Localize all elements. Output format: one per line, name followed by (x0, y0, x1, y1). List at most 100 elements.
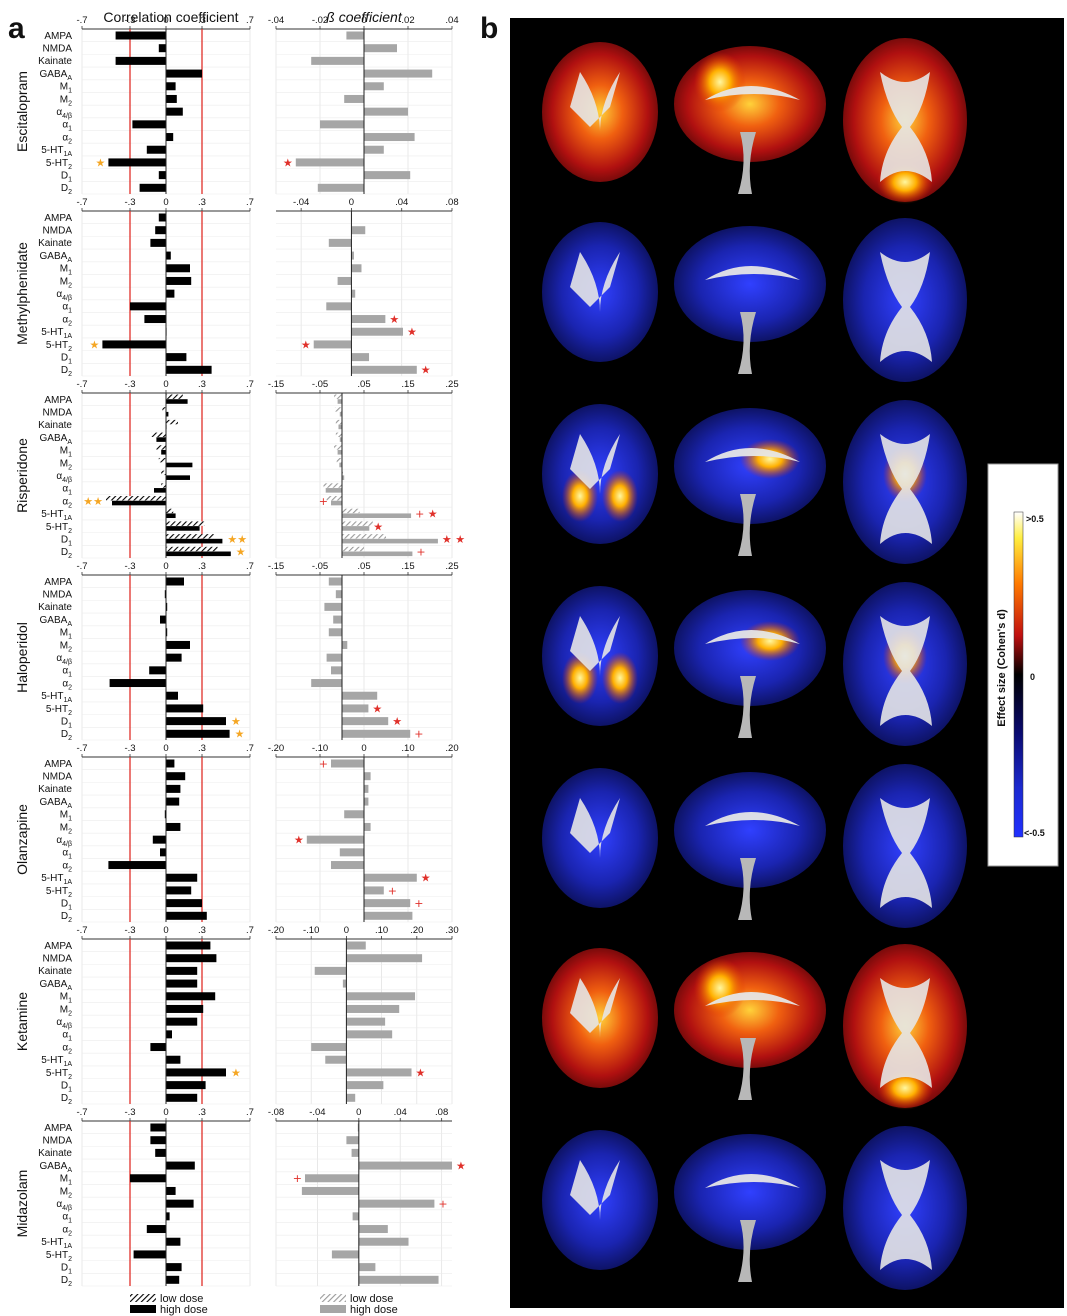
beta-bar-high (351, 289, 356, 298)
corr-tick-label: -.7 (76, 1107, 87, 1118)
beta-bar-high (358, 1263, 376, 1272)
sagittal-slice (674, 1134, 826, 1250)
beta-bar-high (346, 1136, 359, 1145)
corr-bar-high (166, 1093, 198, 1102)
beta-bar-high (331, 759, 364, 768)
colorbar-top-label: >0.5 (1026, 514, 1044, 524)
significance-marker: ★ (373, 520, 383, 533)
corr-bar-high (166, 264, 190, 273)
receptor-label: 5-HT2 (46, 704, 72, 717)
corr-bar-high (115, 56, 166, 65)
beta-bar-high (311, 1043, 347, 1052)
beta-bar-high (333, 615, 342, 624)
corr-bar-high (130, 302, 166, 311)
beta-bar-low (334, 394, 342, 399)
legend-high-swatch-beta (320, 1305, 346, 1313)
beta-bar-high (364, 899, 411, 908)
panel-midazolam: Midazolam -.7 -.3 0 .3 .7 -.08 -.04 0 .04 .08 AMPA N… (14, 1107, 466, 1288)
beta-tick-label: -.08 (268, 1107, 284, 1118)
receptor-label: GABAA (40, 251, 73, 264)
brainstem (738, 494, 756, 556)
corr-bar-high (166, 289, 175, 298)
brain-row (542, 764, 967, 928)
beta-tick-label: 0 (361, 743, 366, 754)
receptor-label: D2 (61, 1093, 72, 1106)
corr-bar-high (166, 276, 192, 285)
receptor-label: α2 (62, 678, 72, 691)
corr-tick-label: .7 (246, 15, 254, 26)
significance-marker: ★ (231, 1066, 241, 1079)
legend-high-swatch-corr (130, 1305, 156, 1313)
corr-bar-high (139, 183, 166, 192)
receptor-label: M1 (60, 992, 72, 1005)
receptor-label: α4/β (56, 107, 72, 120)
significance-marker: ★ (407, 326, 417, 339)
receptor-label: α1 (62, 120, 72, 133)
corr-bar-high (166, 628, 168, 637)
receptor-label: M2 (60, 94, 72, 107)
corr-bar-high (164, 810, 166, 819)
beta-tick-label: .04 (395, 197, 408, 208)
receptor-label: D1 (61, 352, 72, 365)
beta-tick-label: -.15 (268, 561, 284, 572)
beta-bar-high (351, 353, 370, 362)
receptor-label: GABAA (40, 69, 73, 82)
corr-bar-high (158, 171, 166, 180)
receptor-label: D1 (61, 1080, 72, 1093)
white-matter-axial (880, 72, 932, 182)
beta-bar-high (337, 276, 352, 285)
significance-marker: ★ (416, 1066, 426, 1079)
beta-bar-high (317, 183, 364, 192)
corr-bar-high (130, 1174, 166, 1183)
beta-tick-label: .02 (401, 15, 414, 26)
corr-bar-high (166, 1212, 170, 1221)
brain-row (542, 582, 967, 746)
beta-tick-label: -.02 (312, 15, 328, 26)
corr-tick-label: 0 (163, 197, 168, 208)
corr-bar-high (154, 488, 166, 493)
corr-bar-high (166, 1161, 195, 1170)
beta-bar-high (346, 1017, 386, 1026)
corr-bar-high (166, 602, 168, 611)
beta-bar-high (338, 424, 342, 430)
beta-bar-high (344, 94, 364, 103)
corr-bar-high (158, 213, 166, 222)
corr-bar-high (166, 1055, 181, 1064)
beta-bar-high (364, 822, 371, 831)
corr-tick-label: -.3 (124, 1107, 135, 1118)
receptor-label: D1 (61, 898, 72, 911)
corr-tick-label: .3 (198, 197, 206, 208)
beta-tick-label: .10 (401, 743, 414, 754)
significance-marker: ★ (236, 546, 246, 559)
beta-bar-high (337, 449, 342, 455)
beta-tick-label: 0 (361, 15, 366, 26)
beta-bar-high (358, 1275, 439, 1284)
corr-bar-high (109, 679, 166, 688)
receptor-label: AMPA (44, 759, 72, 770)
corr-bar-high (155, 226, 166, 235)
corr-bar-high (166, 797, 180, 806)
corr-tick-label: -.3 (124, 197, 135, 208)
panel-haloperidol: Haloperidol -.7 -.3 0 .3 .7 -.15 -.05 .05 .15 .25 A… (14, 561, 459, 742)
receptor-label: M1 (60, 264, 72, 277)
beta-bar-high (351, 226, 366, 235)
beta-bar-high (342, 691, 378, 700)
corr-bar-high (166, 1081, 206, 1090)
beta-bar-high (358, 1237, 409, 1246)
corr-bar-high (166, 729, 230, 738)
corr-tick-label: -.7 (76, 743, 87, 754)
coronal-slice (542, 586, 658, 726)
beta-bar-low (335, 419, 342, 425)
white-matter (570, 72, 620, 132)
white-matter (570, 1160, 620, 1220)
corpus-callosum (705, 448, 800, 462)
corr-bar-low (162, 407, 166, 412)
corr-bar-low (166, 521, 205, 526)
corr-bar-high (166, 941, 211, 950)
legend-high-text-beta: high dose (350, 1304, 398, 1316)
corr-bar-low (161, 483, 166, 488)
corpus-callosum (705, 992, 800, 1006)
corr-bar-high (158, 44, 166, 53)
corr-bar-high (166, 538, 223, 544)
brainstem (738, 1220, 756, 1282)
